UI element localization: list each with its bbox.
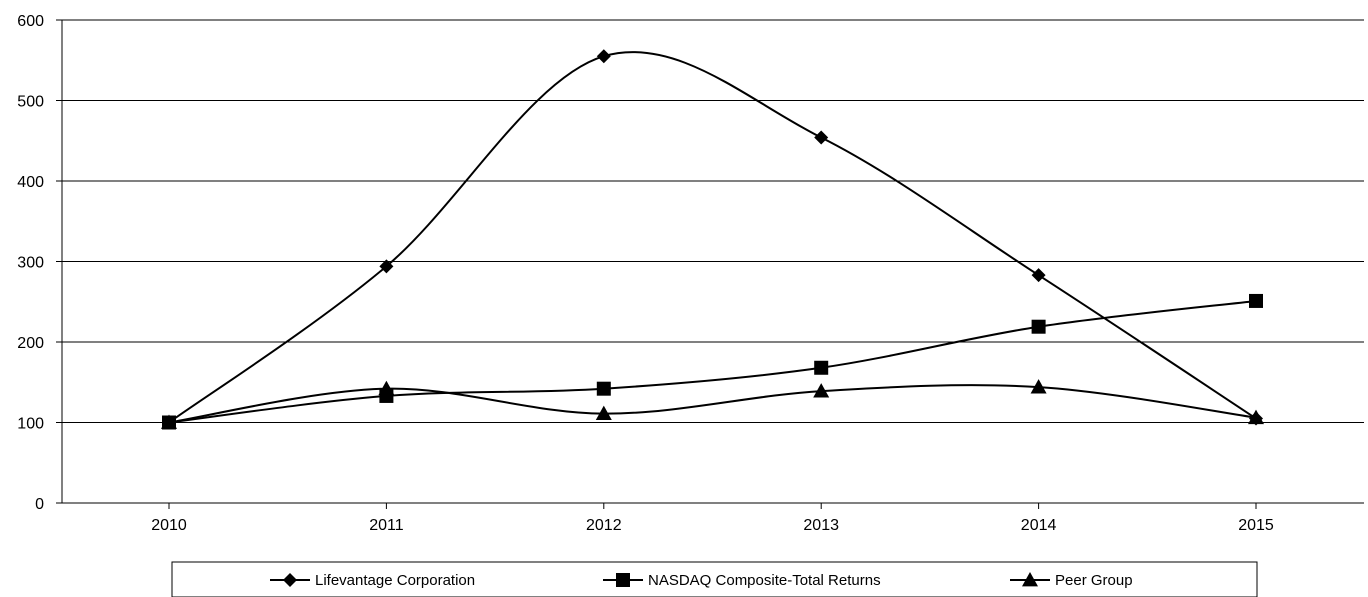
legend-marker <box>1022 572 1038 587</box>
x-tick-label: 2014 <box>1021 517 1057 534</box>
x-tick-label: 2012 <box>586 517 622 534</box>
y-tick-label: 0 <box>35 496 44 513</box>
series-line-0 <box>168 51 1257 424</box>
data-point <box>379 259 394 274</box>
series-markers <box>161 49 1264 430</box>
y-tick-label: 400 <box>17 174 44 191</box>
data-point <box>1249 293 1263 308</box>
series-line-2 <box>168 384 1257 424</box>
x-tick-label: 2015 <box>1238 517 1274 534</box>
y-tick-label: 500 <box>17 94 44 111</box>
x-tick-label: 2013 <box>803 517 839 534</box>
data-point <box>1248 409 1264 425</box>
data-point <box>161 414 177 429</box>
data-point <box>1031 268 1046 283</box>
y-tick-label: 200 <box>17 335 44 352</box>
data-point <box>813 383 830 398</box>
legend-marker <box>283 573 297 587</box>
data-point <box>1030 379 1047 394</box>
legend-label: NASDAQ Composite-Total Returns <box>648 572 881 589</box>
y-tick-label: 100 <box>17 416 44 433</box>
series-line-1 <box>168 299 1257 424</box>
y-tick-label: 300 <box>17 255 44 272</box>
legend-label: Lifevantage Corporation <box>315 572 475 589</box>
x-tick-label: 2010 <box>151 517 187 534</box>
series-lines <box>168 51 1257 424</box>
axes: 0 100 200 300 400 500 600 2010 2011 2012 2013 2014 2… <box>17 13 1364 534</box>
data-point <box>378 380 395 396</box>
data-point <box>814 360 829 375</box>
data-point <box>596 381 611 396</box>
x-tick-label: 2011 <box>369 517 404 534</box>
gridlines <box>62 19 1364 423</box>
legend-label: Peer Group <box>1055 572 1133 589</box>
legend: Lifevantage Corporation NASDAQ Composite-… <box>171 561 1258 597</box>
data-point <box>814 130 829 145</box>
data-point <box>1031 319 1046 334</box>
legend-box <box>171 561 1258 597</box>
y-tick-label: 600 <box>17 13 44 30</box>
data-point <box>595 405 612 421</box>
data-point <box>596 49 611 64</box>
legend-marker <box>616 573 630 587</box>
